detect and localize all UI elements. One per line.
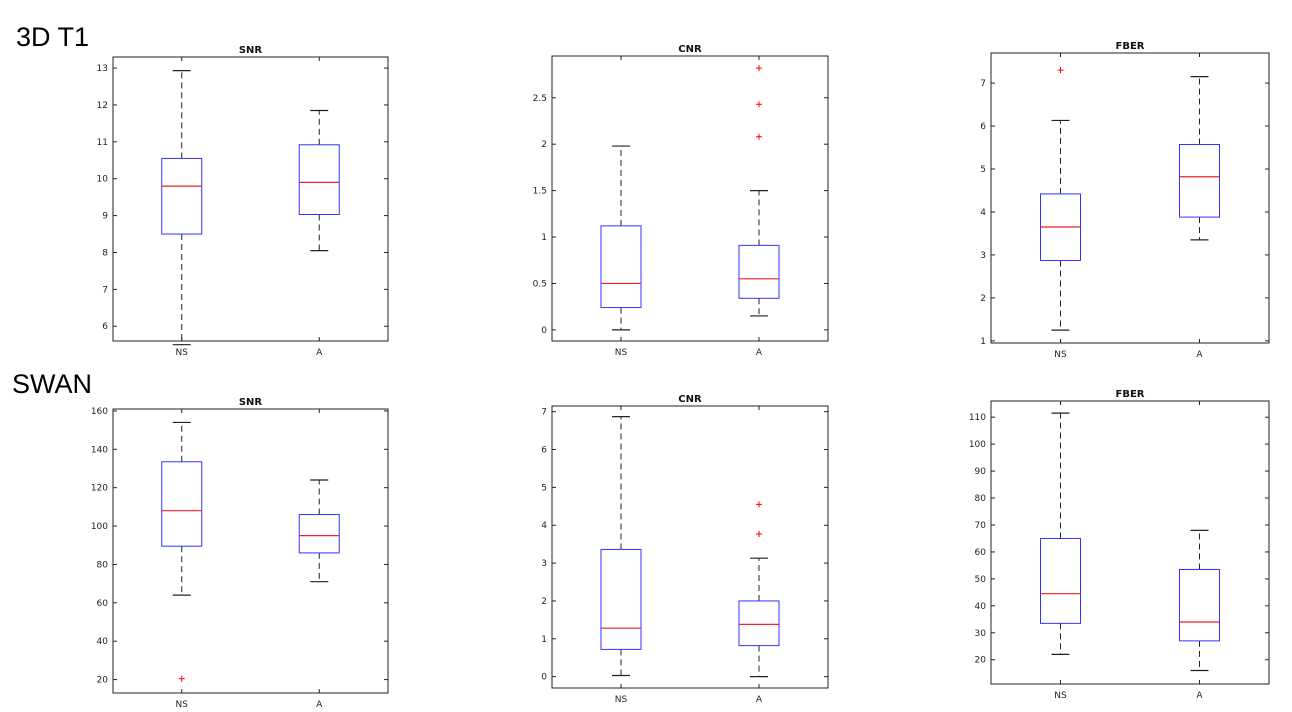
chart-5-plot-frame (551, 405, 829, 689)
chart-5-ytick-label: 0 (541, 673, 547, 683)
chart-2-ytick-label: 0.5 (533, 279, 547, 289)
chart-1-ytick-label: 9 (102, 212, 108, 222)
chart-3-ytick-label: 2 (980, 294, 986, 304)
chart-4-box-a (298, 514, 340, 554)
chart-6-ytick-label: 50 (975, 575, 987, 585)
chart-6-ytick-label: 80 (975, 494, 987, 504)
row-label-swan: SWAN (12, 369, 92, 399)
chart-2-xtick-label-a: A (756, 348, 763, 358)
chart-3-box-a (1179, 144, 1220, 218)
chart-1-ytick-label: 13 (97, 64, 108, 74)
chart-3-ytick-label: 7 (980, 79, 986, 89)
chart-1-ytick-label: 12 (97, 101, 108, 111)
chart-2-plot-frame (551, 55, 829, 342)
chart-5-ytick-label: 7 (541, 408, 547, 418)
chart-3-xtick-label-ns: NS (1054, 350, 1067, 360)
chart-1-ytick-label: 11 (97, 138, 108, 148)
chart-5-ytick-label: 2 (541, 597, 547, 607)
chart-5-outlier-a-2 (756, 501, 762, 508)
chart-4-ytick-label: 120 (91, 484, 108, 494)
chart-5-ytick-label: 3 (541, 559, 547, 569)
chart-3-xtick-label-a: A (1196, 350, 1203, 360)
chart-4-ytick-label: 40 (97, 637, 109, 647)
chart-3-outlier-ns-1 (1057, 67, 1064, 74)
chart-6-ytick-label: 30 (975, 629, 987, 639)
chart-2-ytick-label: 1.5 (533, 187, 547, 197)
chart-1-ytick-label: 10 (97, 175, 109, 185)
chart-5-ytick-label: 1 (541, 635, 547, 645)
chart-5-ytick-label: 6 (541, 446, 547, 456)
chart-1-box-a (298, 144, 340, 215)
chart-3-ytick-label: 6 (980, 122, 986, 132)
chart-2-ytick-label: 0 (541, 326, 547, 336)
chart-2-title: CNR (678, 44, 702, 55)
chart-4-ytick-label: 60 (97, 599, 109, 609)
chart-4-xtick-label-a: A (316, 700, 323, 710)
chart-1-ytick-label: 7 (102, 285, 108, 295)
chart-6-box-a (1179, 568, 1220, 642)
chart-2-outlier-a-2 (756, 101, 762, 108)
chart-5-xtick-label-ns: NS (615, 695, 628, 705)
chart-1-ytick-label: 6 (102, 322, 108, 332)
chart-6-ytick-label: 20 (975, 656, 987, 666)
chart-1-xtick-label-ns: NS (176, 348, 189, 358)
chart-5-xtick-label-a: A (756, 695, 763, 705)
chart-6-xtick-label-ns: NS (1054, 691, 1067, 701)
chart-4-ytick-label: 20 (97, 676, 109, 686)
chart-3-title: FBER (1116, 41, 1145, 52)
chart-4-plot-frame (112, 408, 389, 694)
row-label-3d-t1: 3D T1 (16, 22, 90, 52)
chart-4-outlier-ns-1 (178, 675, 185, 682)
chart-5-outlier-a-1 (756, 530, 762, 537)
chart-6-ytick-label: 90 (975, 467, 987, 477)
chart-3-plot-frame (990, 52, 1270, 344)
chart-4-ytick-label: 100 (91, 522, 108, 532)
chart-3-ytick-label: 3 (980, 251, 986, 261)
chart-6-ytick-label: 110 (969, 413, 986, 423)
chart-1-ytick-label: 8 (102, 248, 108, 258)
chart-6-ytick-label: 100 (969, 440, 986, 450)
chart-3-ytick-label: 4 (980, 208, 986, 218)
chart-4-title: SNR (239, 397, 263, 408)
chart-6-xtick-label-a: A (1196, 691, 1203, 701)
chart-4-ytick-label: 140 (91, 445, 108, 455)
chart-1-box-ns (161, 157, 203, 235)
chart-6-ytick-label: 40 (975, 602, 987, 612)
chart-4-ytick-label: 160 (91, 407, 108, 417)
chart-2-ytick-label: 2.5 (533, 94, 547, 104)
chart-2-outlier-a-1 (756, 133, 762, 140)
chart-2-box-ns (600, 225, 642, 309)
chart-1-title: SNR (239, 45, 263, 56)
chart-3-ytick-label: 5 (980, 165, 986, 175)
chart-4-ytick-label: 80 (97, 560, 109, 570)
chart-2-outlier-a-3 (756, 65, 762, 72)
chart-6-ytick-label: 70 (975, 521, 987, 531)
chart-5-ytick-label: 5 (541, 483, 547, 493)
chart-5-ytick-label: 4 (541, 521, 547, 531)
chart-4-xtick-label-ns: NS (176, 700, 189, 710)
chart-6-plot-frame (990, 400, 1270, 685)
chart-2-box-a (738, 244, 780, 299)
chart-1-xtick-label-a: A (316, 348, 323, 358)
chart-3-ytick-label: 1 (980, 337, 986, 347)
chart-4-box-ns (161, 461, 203, 547)
chart-6-box-ns (1040, 537, 1081, 624)
chart-2-xtick-label-ns: NS (615, 348, 628, 358)
chart-5-title: CNR (678, 394, 702, 405)
chart-5-box-a (738, 600, 780, 647)
chart-1-plot-frame (112, 56, 389, 342)
chart-5-box-ns (600, 548, 642, 650)
chart-2-ytick-label: 2 (541, 140, 547, 150)
chart-6-title: FBER (1116, 389, 1145, 400)
chart-6-ytick-label: 60 (975, 548, 987, 558)
chart-2-ytick-label: 1 (541, 233, 547, 243)
